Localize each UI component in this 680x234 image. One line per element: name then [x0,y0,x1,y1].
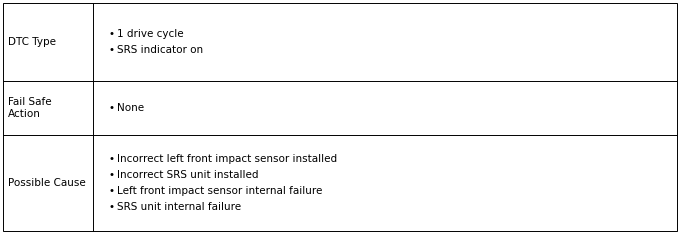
Text: Left front impact sensor internal failure: Left front impact sensor internal failur… [117,186,322,196]
Text: SRS indicator on: SRS indicator on [117,45,203,55]
Text: •: • [108,103,114,113]
Text: •: • [108,186,114,196]
Text: DTC Type: DTC Type [8,37,56,47]
Text: •: • [108,45,114,55]
Text: None: None [117,103,144,113]
Text: SRS unit internal failure: SRS unit internal failure [117,202,241,212]
Text: Fail Safe
Action: Fail Safe Action [8,97,52,119]
Text: •: • [108,29,114,39]
Text: 1 drive cycle: 1 drive cycle [117,29,184,39]
Text: Incorrect SRS unit installed: Incorrect SRS unit installed [117,170,258,180]
Text: •: • [108,154,114,164]
Text: Incorrect left front impact sensor installed: Incorrect left front impact sensor insta… [117,154,337,164]
Text: •: • [108,170,114,180]
Text: Possible Cause: Possible Cause [8,178,86,188]
Text: •: • [108,202,114,212]
